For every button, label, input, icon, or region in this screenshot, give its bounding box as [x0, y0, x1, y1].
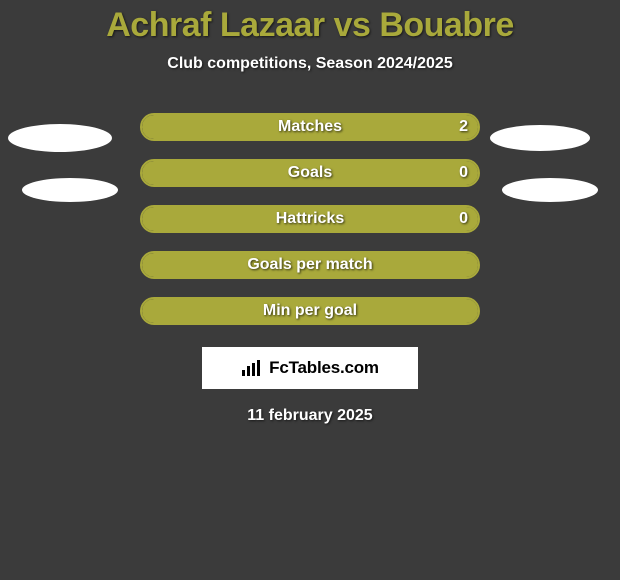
decorative-ellipse	[22, 178, 118, 202]
stat-row-value: 0	[459, 207, 468, 231]
stat-row-label: Hattricks	[142, 207, 478, 231]
page-subtitle: Club competitions, Season 2024/2025	[0, 55, 620, 73]
stat-row-label: Goals	[142, 161, 478, 185]
stat-row: Goals0	[140, 159, 480, 187]
stat-row-label: Goals per match	[142, 253, 478, 277]
stat-row: Goals per match	[140, 251, 480, 279]
chart-icon	[241, 359, 263, 377]
page-title: Achraf Lazaar vs Bouabre	[0, 0, 620, 45]
branding-text: FcTables.com	[269, 358, 379, 378]
decorative-ellipse	[502, 178, 598, 202]
footer-date: 11 february 2025	[0, 407, 620, 425]
stat-row: Min per goal	[140, 297, 480, 325]
decorative-ellipse	[8, 124, 112, 152]
stat-row-value: 2	[459, 115, 468, 139]
decorative-ellipse	[490, 125, 590, 151]
stat-row-label: Matches	[142, 115, 478, 139]
stat-row: Hattricks0	[140, 205, 480, 233]
stat-row: Matches2	[140, 113, 480, 141]
stat-row-value: 0	[459, 161, 468, 185]
stat-row-label: Min per goal	[142, 299, 478, 323]
branding-badge: FcTables.com	[202, 347, 418, 389]
